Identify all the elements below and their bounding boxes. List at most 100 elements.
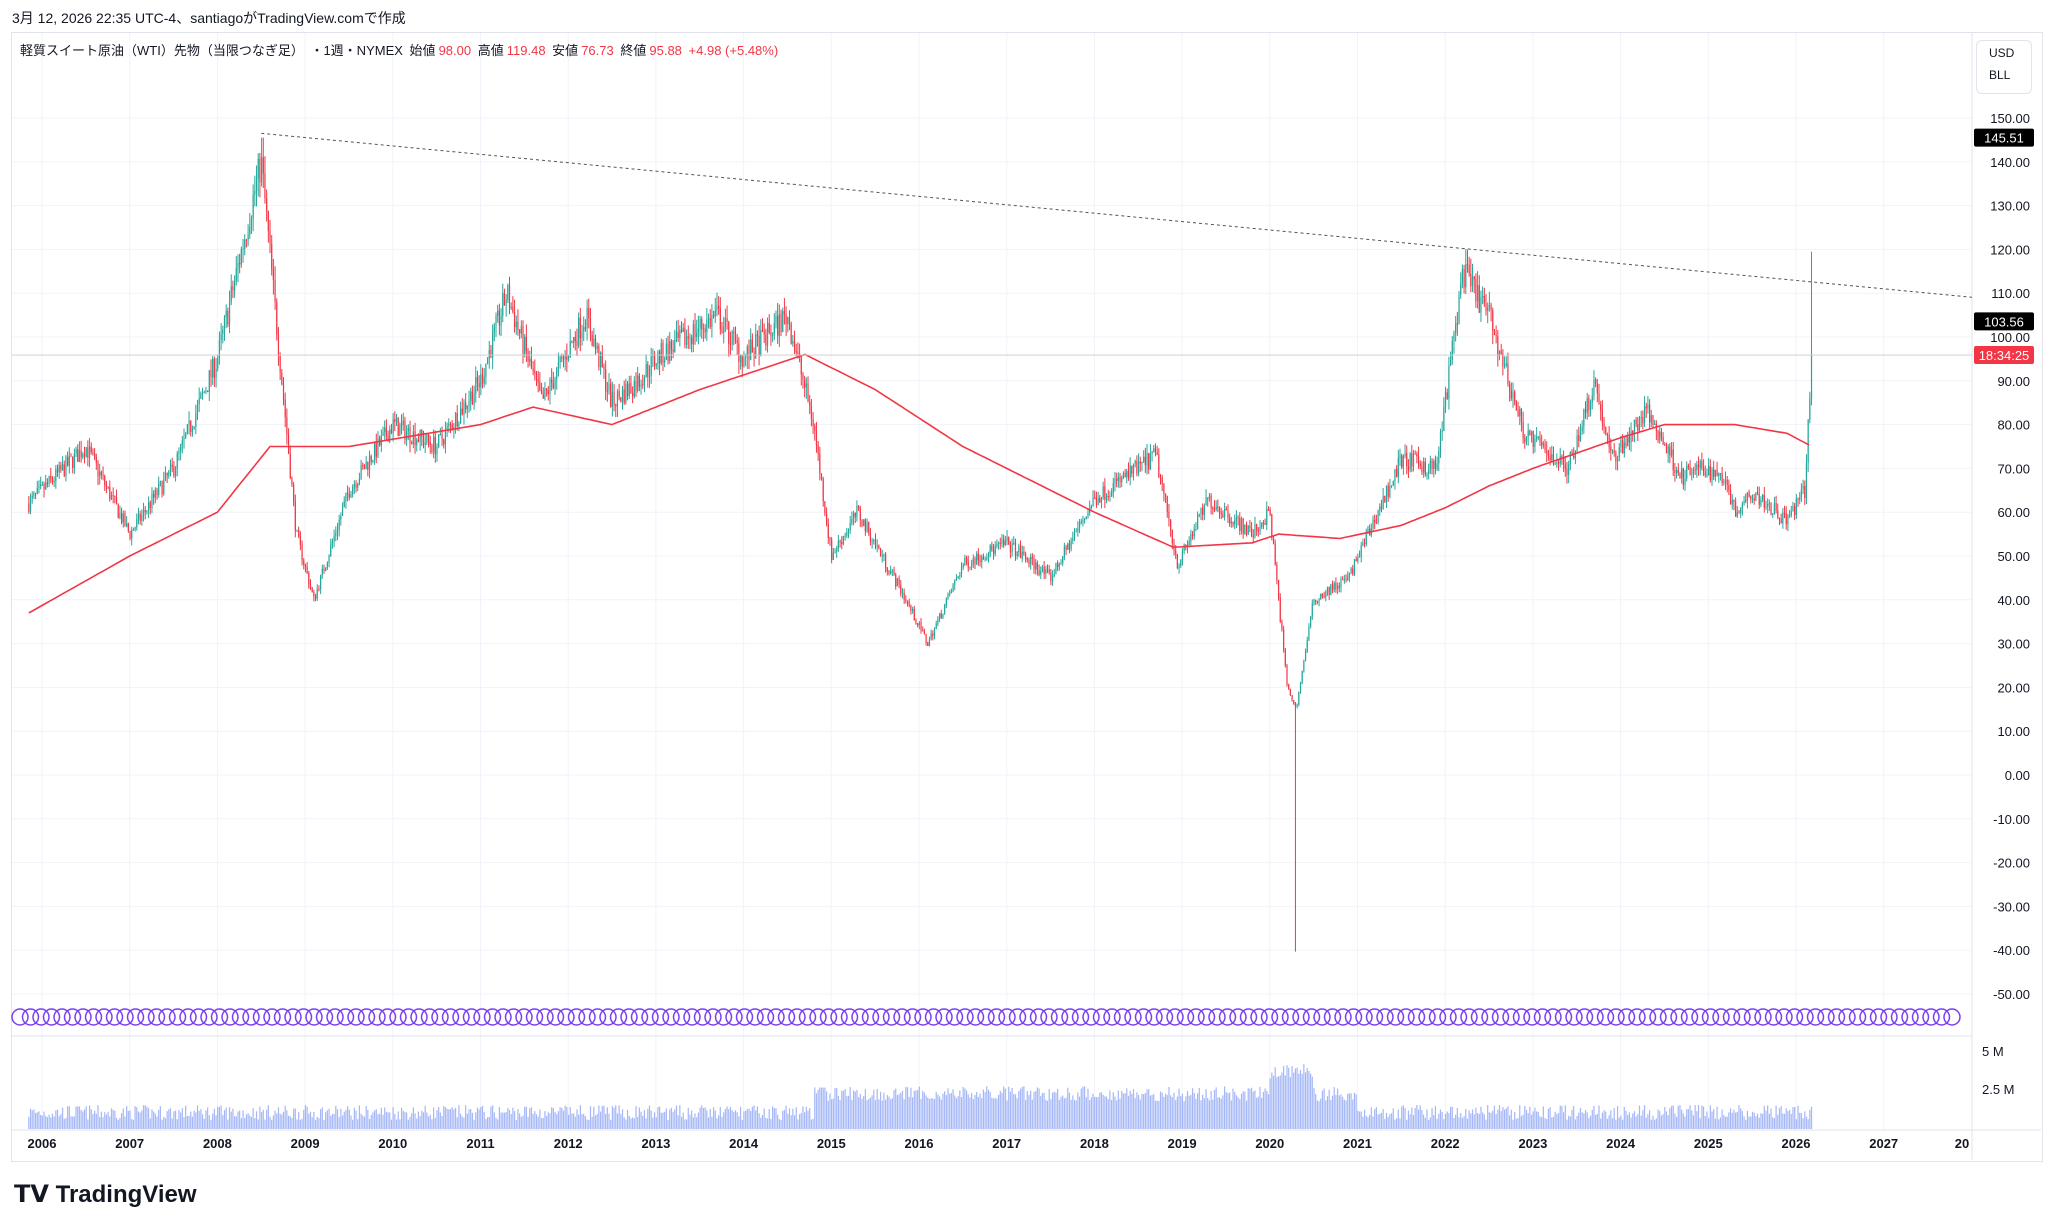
volume-bar [1701, 1105, 1703, 1129]
volume-bar [1242, 1091, 1244, 1129]
event-marker-icon [1649, 1008, 1667, 1026]
candle-body [1525, 436, 1528, 443]
tradingview-logo[interactable]: 𝗧𝗩 TradingView [14, 1180, 197, 1209]
volume-bar [1645, 1117, 1647, 1129]
candle-body [883, 554, 885, 557]
volume-bar [341, 1115, 344, 1129]
currency-unit-box[interactable]: USD BLL [1976, 40, 2032, 94]
volume-bar [942, 1093, 944, 1129]
event-marker-icon [32, 1008, 50, 1026]
candle-body [930, 633, 932, 640]
volume-bar [687, 1107, 689, 1129]
volume-bar [1375, 1107, 1377, 1129]
volume-bar [1552, 1116, 1555, 1129]
candle-body [950, 591, 952, 594]
candle-body [136, 519, 138, 528]
candle-body [895, 574, 897, 587]
volume-bar [417, 1111, 420, 1129]
candle-body [1298, 692, 1300, 705]
volume-bar [1431, 1108, 1433, 1129]
candle-body [551, 379, 553, 384]
candle-body [373, 442, 376, 461]
candle-body [75, 448, 77, 454]
volume-bar [642, 1115, 644, 1129]
candle-body [1357, 557, 1359, 562]
y-tick-label: 50.00 [1997, 549, 2030, 564]
candle-body [1622, 439, 1624, 454]
candle-body [1404, 453, 1406, 457]
volume-bar [1394, 1119, 1396, 1129]
candle-body [1536, 436, 1538, 439]
volume-bar [979, 1093, 981, 1129]
candle-body [856, 505, 858, 517]
candle-body [783, 311, 786, 315]
volume-bar [102, 1117, 104, 1129]
event-marker-icon [1365, 1008, 1384, 1026]
volume-bar [815, 1093, 818, 1129]
candle-body [874, 539, 877, 547]
candle-body [777, 315, 779, 336]
volume-bar [859, 1093, 861, 1129]
volume-bar [1632, 1113, 1634, 1129]
symbol-name[interactable]: 軽質スイート原油（WTI）先物（当限つなぎ足） [20, 43, 304, 58]
candle-body [1200, 507, 1202, 515]
volume-bar [1615, 1119, 1617, 1129]
volume-bar [1689, 1105, 1691, 1129]
volume-bar [426, 1112, 428, 1129]
volume-bar [1067, 1087, 1069, 1129]
volume-bar [564, 1105, 566, 1129]
volume-bar [723, 1112, 725, 1129]
volume-bar [760, 1117, 762, 1129]
volume-bar [557, 1111, 560, 1129]
candle-body [210, 370, 212, 378]
candle-body [650, 356, 652, 376]
volume-bar [298, 1112, 300, 1129]
candle-body [1627, 436, 1629, 447]
volume-bar [954, 1095, 956, 1129]
volume-bar [669, 1109, 671, 1129]
event-marker-icon [336, 1008, 355, 1026]
candle-body [1203, 505, 1205, 515]
candle-body [29, 497, 32, 512]
candle-body [903, 592, 905, 600]
candle-body [1374, 519, 1376, 523]
trendline-price-badge-bg [1974, 312, 2034, 331]
volume-bar [1256, 1097, 1258, 1129]
volume-bar [51, 1113, 54, 1129]
volume-bar [1235, 1095, 1238, 1129]
candle-body [483, 376, 485, 384]
volume-bar [311, 1117, 313, 1129]
volume-bar [1527, 1113, 1529, 1129]
event-marker-icon [263, 1008, 281, 1026]
volume-bar [124, 1116, 126, 1129]
candle-body [82, 454, 84, 458]
candle-body [397, 417, 399, 437]
volume-bar [99, 1117, 101, 1129]
volume-bar [1250, 1087, 1253, 1129]
candle-body [240, 249, 242, 265]
y-tick-label: 70.00 [1997, 461, 2030, 476]
candle-body [1500, 350, 1502, 354]
volume-bar [151, 1109, 153, 1129]
candle-body [126, 523, 128, 527]
volume-bar [166, 1111, 168, 1129]
candle-body [1159, 477, 1162, 479]
candle-body [1675, 469, 1678, 474]
candle-body [971, 563, 973, 567]
volume-bar [885, 1099, 887, 1129]
volume-bar [519, 1113, 521, 1129]
volume-bar [1426, 1109, 1428, 1129]
candle-body [623, 389, 625, 403]
volume-bar [1556, 1114, 1558, 1129]
volume-tick-label: 5 M [1982, 1044, 2004, 1059]
event-marker-icon [1743, 1008, 1762, 1026]
candle-body [1060, 563, 1062, 565]
volume-bar [1740, 1108, 1742, 1129]
candle-body [1451, 340, 1453, 360]
volume-bar [825, 1091, 828, 1129]
volume-bar [832, 1098, 834, 1129]
candle-body [1407, 466, 1410, 470]
candle-body [1434, 460, 1437, 470]
volume-bar [1220, 1098, 1222, 1129]
